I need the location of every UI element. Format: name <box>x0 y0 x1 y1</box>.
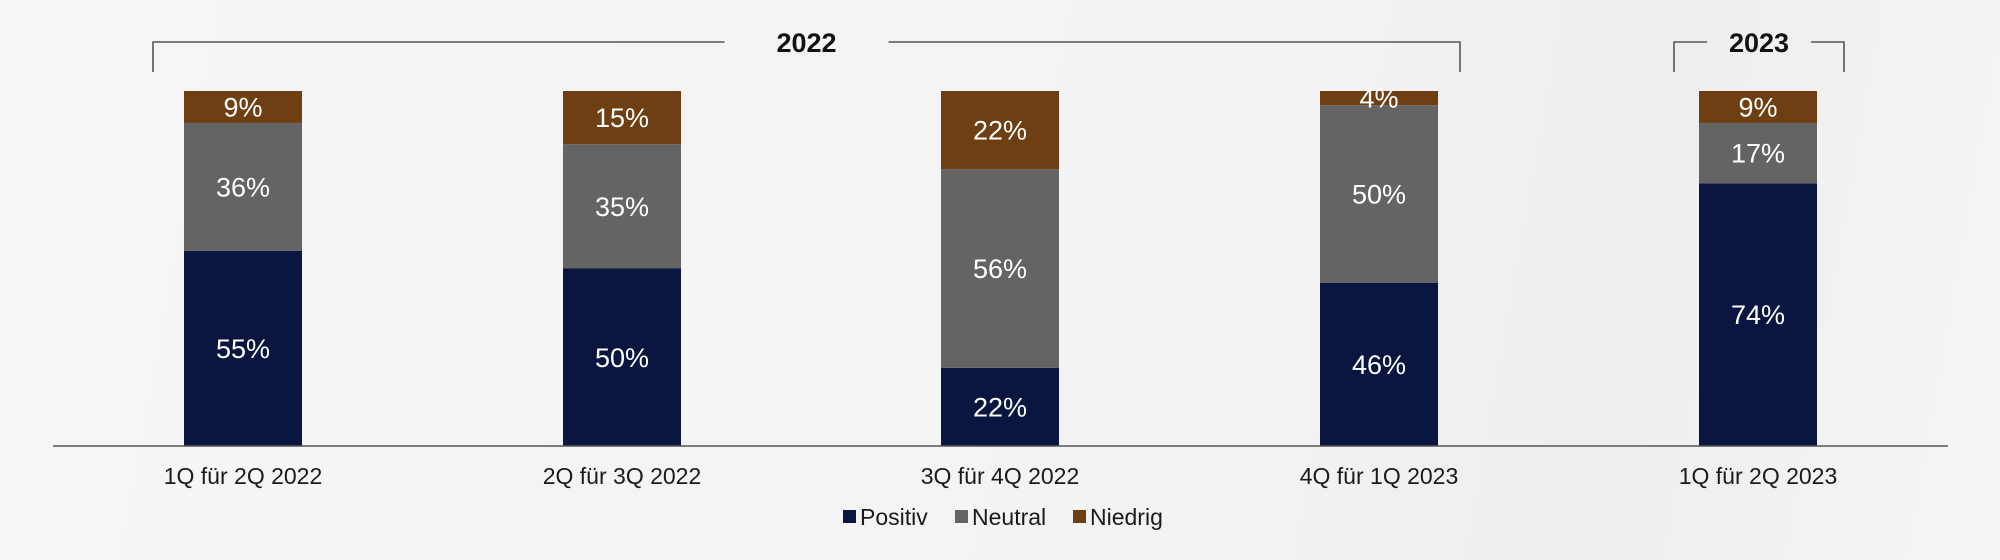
group-bracket-2023 <box>1673 41 1845 72</box>
data-label-positiv-2: 50% <box>595 343 649 373</box>
data-label-niedrig-5: 9% <box>1738 92 1777 122</box>
data-label-niedrig-1: 9% <box>223 92 262 122</box>
group-label-2023: 2023 <box>1729 28 1789 58</box>
bar-niedrig-1 <box>184 91 302 123</box>
data-label-niedrig-3: 22% <box>973 116 1027 146</box>
legend: Positiv Neutral Niedrig <box>843 504 1163 530</box>
bar-niedrig-2 <box>563 91 681 145</box>
data-label-niedrig-4: 4% <box>1359 84 1398 114</box>
legend-swatch-neutral <box>955 510 968 523</box>
category-label-3: 3Q für 4Q 2022 <box>921 463 1080 489</box>
bar-positiv-3 <box>941 367 1059 446</box>
data-label-niedrig-2: 15% <box>595 103 649 133</box>
bar-niedrig-3 <box>941 91 1059 170</box>
legend-swatch-niedrig <box>1073 510 1086 523</box>
category-label-5: 1Q für 2Q 2023 <box>1679 463 1838 489</box>
bar-positiv-2 <box>563 268 681 446</box>
legend-label-positiv: Positiv <box>860 504 928 530</box>
data-label-positiv-4: 46% <box>1352 350 1406 380</box>
bar-niedrig-5 <box>1699 91 1817 123</box>
data-label-neutral-5: 17% <box>1731 139 1785 169</box>
bar-neutral-4 <box>1320 105 1438 283</box>
legend-swatch-positiv <box>843 510 856 523</box>
bar-neutral-3 <box>941 169 1059 368</box>
data-label-positiv-1: 55% <box>216 334 270 364</box>
data-label-neutral-1: 36% <box>216 172 270 202</box>
bar-neutral-1 <box>184 122 302 251</box>
bar-positiv-5 <box>1699 183 1817 447</box>
category-label-4: 4Q für 1Q 2023 <box>1300 463 1459 489</box>
bar-positiv-4 <box>1320 282 1438 446</box>
data-label-neutral-3: 56% <box>973 254 1027 284</box>
bar-neutral-2 <box>563 144 681 269</box>
data-label-positiv-5: 74% <box>1731 300 1785 330</box>
bar-positiv-1 <box>184 250 302 446</box>
legend-label-neutral: Neutral <box>972 504 1046 530</box>
bar-niedrig-4 <box>1320 91 1438 106</box>
data-label-neutral-2: 35% <box>595 192 649 222</box>
group-bracket-2022 <box>152 41 1461 72</box>
group-label-2022: 2022 <box>776 28 836 58</box>
category-label-2: 2Q für 3Q 2022 <box>543 463 702 489</box>
category-label-1: 1Q für 2Q 2022 <box>164 463 323 489</box>
legend-label-niedrig: Niedrig <box>1090 504 1163 530</box>
data-label-neutral-4: 50% <box>1352 179 1406 209</box>
bar-neutral-5 <box>1699 122 1817 184</box>
data-label-positiv-3: 22% <box>973 392 1027 422</box>
